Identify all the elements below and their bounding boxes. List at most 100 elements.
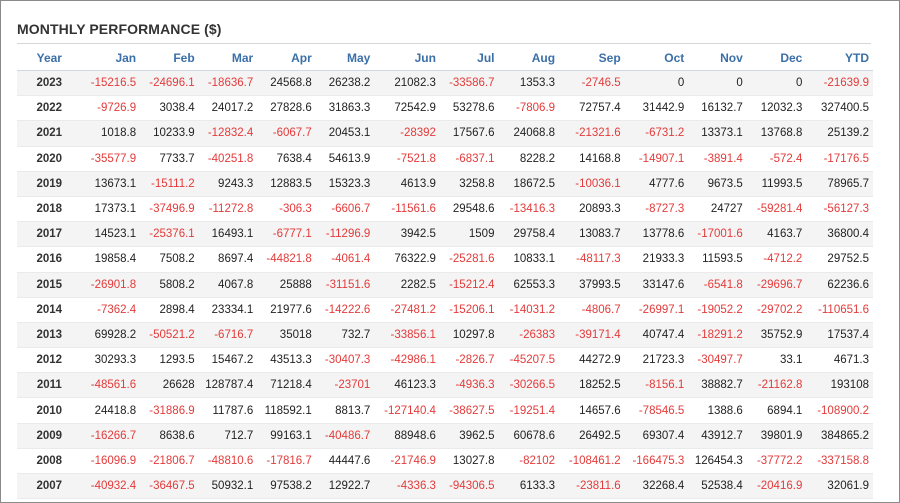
value-cell-oct: 33147.6	[624, 272, 689, 298]
value-cell-jan: -16096.9	[81, 448, 141, 475]
value-cell-jan: -15216.5	[81, 70, 141, 97]
value-cell-aug: -19251.4	[498, 397, 560, 424]
value-cell-ytd: 36800.4	[806, 221, 873, 248]
value-cell-jul: -33586.7	[439, 70, 499, 97]
value-cell-apr: -6777.1	[257, 221, 316, 248]
value-cell-ytd: -56127.3	[806, 196, 873, 223]
value-cell-jul: -6837.1	[439, 146, 499, 172]
value-cell-feb: 2898.4	[140, 297, 199, 323]
value-cell-dec: -572.4	[746, 146, 807, 172]
year-cell: 2009	[17, 423, 82, 449]
value-cell-feb: -31886.9	[140, 397, 199, 424]
value-cell-aug: -45207.5	[498, 347, 560, 374]
value-cell-jan: 19858.4	[81, 246, 141, 273]
value-cell-may: 15323.3	[315, 171, 375, 197]
value-cell-mar: 23334.1	[198, 297, 258, 323]
value-cell-sep: -21321.6	[559, 120, 625, 147]
value-cell-jan: 30293.3	[81, 347, 141, 374]
table-row: 2020 -35577.9 7733.7 -40251.8 7638.4 54613.9-…	[17, 146, 873, 172]
value-cell-sep: 20893.3	[559, 196, 625, 223]
value-cell-sep: -2746.5	[559, 70, 625, 97]
value-cell-nov: -30497.7	[688, 347, 747, 374]
value-cell-oct: -8727.3	[624, 196, 689, 223]
value-cell-ytd: 4671.3	[806, 347, 873, 374]
value-cell-dec: 12032.3	[746, 95, 807, 122]
column-header-jul: Jul	[439, 45, 499, 71]
value-cell-aug: -7806.9	[498, 95, 560, 122]
value-cell-jun: -28392	[374, 120, 440, 147]
value-cell-oct: 31442.9	[624, 95, 689, 122]
value-cell-apr: 97538.2	[257, 473, 316, 500]
column-header-may: May	[315, 45, 375, 71]
table-row: 2009 -16266.7 8638.6 712.7 99163.1 -40486.7 88…	[17, 423, 873, 449]
value-cell-apr: 25888	[257, 272, 316, 298]
value-cell-sep: -48117.3	[559, 246, 625, 273]
value-cell-apr: -44821.8	[257, 246, 316, 273]
value-cell-oct: -14907.1	[624, 146, 689, 172]
value-cell-jan: 1018.8	[81, 120, 141, 147]
value-cell-dec: 6894.1	[746, 397, 807, 424]
value-cell-oct: -78546.5	[624, 397, 689, 424]
value-cell-may: -30407.3	[315, 347, 375, 374]
value-cell-aug: 6133.3	[498, 473, 560, 500]
value-cell-oct: -8156.1	[624, 372, 689, 399]
value-cell-apr: 24568.8	[257, 70, 316, 97]
column-header-aug: Aug	[498, 45, 560, 71]
table-row: 2008 -16096.9 -21806.7 -48810.6 -17816.7 4444…	[17, 448, 873, 475]
table-header-row: Year Jan Feb Mar Apr May Jun Jul Aug Sep Oct Nov Dec…	[17, 45, 873, 71]
table-row: 2021 1018.8 10233.9 -12832.4 -6067.7 20453.1-…	[17, 120, 873, 147]
value-cell-may: -6606.7	[315, 196, 375, 223]
value-cell-jan: 24418.8	[81, 397, 141, 424]
value-cell-jul: -38627.5	[439, 397, 499, 424]
value-cell-mar: 16493.1	[198, 221, 258, 248]
value-cell-sep: -23811.6	[559, 473, 625, 500]
value-cell-ytd: 62236.6	[806, 272, 873, 298]
value-cell-may: 8813.7	[315, 397, 375, 424]
value-cell-apr: 12883.5	[257, 171, 316, 197]
value-cell-mar: 11787.6	[198, 397, 258, 424]
value-cell-oct: 21723.3	[624, 347, 689, 374]
value-cell-apr: -6067.7	[257, 120, 316, 147]
value-cell-jan: 14523.1	[81, 221, 141, 248]
value-cell-nov: -18291.2	[688, 322, 747, 349]
column-header-ytd: YTD	[806, 45, 873, 71]
value-cell-ytd: 29752.5	[806, 246, 873, 273]
table-row: 2012 30293.3 1293.5 15467.2 43513.3 -30407.3-…	[17, 347, 873, 374]
value-cell-mar: -11272.8	[198, 196, 258, 223]
value-cell-jul: 3258.8	[439, 171, 499, 197]
year-cell: 2020	[17, 146, 82, 172]
value-cell-oct: -26997.1	[624, 297, 689, 323]
column-header-dec: Dec	[746, 45, 807, 71]
value-cell-ytd: 25139.2	[806, 120, 873, 147]
value-cell-jan: 17373.1	[81, 196, 141, 223]
value-cell-jul: -4936.3	[439, 372, 499, 399]
value-cell-feb: -36467.5	[140, 473, 199, 500]
table-row: 2018 17373.1 -37496.9 -11272.8 -306.3 -6606.7…	[17, 196, 873, 223]
value-cell-mar: 50932.1	[198, 473, 258, 500]
column-header-jan: Jan	[81, 45, 141, 71]
value-cell-mar: 712.7	[198, 423, 258, 449]
column-header-feb: Feb	[140, 45, 199, 71]
value-cell-feb: 10233.9	[140, 120, 199, 147]
value-cell-apr: 118592.1	[257, 397, 316, 424]
value-cell-jun: -11561.6	[374, 196, 440, 223]
value-cell-ytd: -108900.2	[806, 397, 873, 424]
value-cell-ytd: 193108	[806, 372, 873, 399]
value-cell-ytd: 384865.2	[806, 423, 873, 449]
value-cell-oct: 13778.6	[624, 221, 689, 248]
value-cell-feb: 1293.5	[140, 347, 199, 374]
value-cell-sep: 72757.4	[559, 95, 625, 122]
value-cell-apr: 71218.4	[257, 372, 316, 399]
value-cell-nov: 24727	[688, 196, 747, 223]
value-cell-may: -14222.6	[315, 297, 375, 323]
value-cell-jun: -42986.1	[374, 347, 440, 374]
year-cell: 2018	[17, 196, 82, 223]
value-cell-nov: -19052.2	[688, 297, 747, 323]
value-cell-may: -4061.4	[315, 246, 375, 273]
value-cell-mar: 8697.4	[198, 246, 258, 273]
value-cell-nov: 43912.7	[688, 423, 747, 449]
value-cell-jun: 3942.5	[374, 221, 440, 248]
value-cell-feb: 8638.6	[140, 423, 199, 449]
value-cell-mar: 9243.3	[198, 171, 258, 197]
